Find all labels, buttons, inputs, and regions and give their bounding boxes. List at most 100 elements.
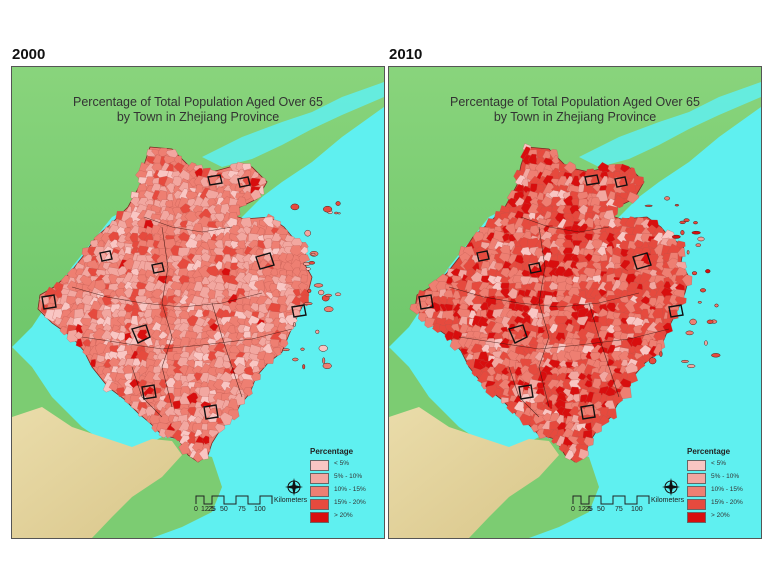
map-canvas [12,67,384,538]
town-polygon [626,371,638,384]
town-polygon [502,233,512,242]
town-polygon [494,262,504,272]
town-polygon [598,230,609,242]
scale-tick-label: 25 [208,506,216,513]
town-polygon [109,239,119,249]
scale-tick-label: 75 [238,506,246,513]
town-polygon [583,436,594,447]
town-polygon [649,288,657,298]
town-polygon [536,183,545,192]
town-polygon [681,274,693,287]
legend-label: 15% - 20% [711,499,743,506]
legend: Percentage < 5% 5% - 10% 10% - 15% 15% - 20… [687,447,757,525]
island [695,243,702,247]
islands [282,201,342,370]
town-polygon [270,268,278,277]
legend-swatch [310,512,329,523]
prefecture-borders [71,216,293,418]
town-polygon [242,225,252,235]
town-polygon [202,309,211,318]
map-title-line-2: by Town in Zhejiang Province [493,110,657,124]
town-polygon [536,401,545,410]
legend-item: 15% - 20% [687,499,757,512]
island [293,322,296,328]
town-polygon [221,289,230,299]
town-polygon [279,339,289,348]
island [686,250,690,255]
town-polygon [299,246,309,255]
town-polygon [300,274,308,283]
town-polygon [599,253,608,262]
island [689,318,697,326]
map-title-line-1: Percentage of Total Population Aged Over… [73,95,323,109]
town-polygon [279,304,287,313]
town-polygon [471,367,482,377]
town-polygon [620,163,630,173]
town-polygon [194,429,203,438]
town-polygon [592,183,601,192]
town-polygon [250,189,262,201]
town-polygon [626,191,640,204]
town-polygon [198,447,209,460]
year-label-2000: 2000 [12,46,46,63]
island [318,344,328,352]
island [307,288,312,293]
town-polygons [409,143,693,463]
map-title-line-2: by Town in Zhejiang Province [116,110,280,124]
mountain-area [389,407,559,538]
legend-title: Percentage [687,447,731,456]
town-polygon [480,241,490,250]
town-polygon [272,346,282,357]
island [683,218,690,223]
town-polygon [564,449,575,461]
yangtze-estuary [202,82,384,167]
legend-item: > 20% [310,512,380,525]
town-polygon [494,373,503,382]
town-polygon [131,385,143,397]
island [648,357,657,365]
island [308,261,316,265]
island [292,357,299,362]
island [671,234,681,239]
town-polygon [598,288,607,297]
legend-item: < 5% [310,460,380,473]
island [679,220,686,225]
island [334,211,339,215]
map-panel-2000[interactable]: Percentage of Total Population Aged Over… [11,66,385,539]
town-polygon [606,408,617,420]
island [714,303,719,308]
legend: Percentage < 5% 5% - 10% 10% - 15% 15% - 20… [310,447,380,525]
scale-tick-label: 0 [571,506,575,513]
town-polygon [250,302,259,312]
island [697,301,702,304]
map-panel-2010[interactable]: Percentage of Total Population Aged Over… [388,66,762,539]
island [323,205,333,213]
scale-bar-graphic [195,495,273,505]
town-polygon [117,266,129,276]
town-polygon [558,443,568,453]
town-polygon [514,282,522,290]
town-polygon [166,182,175,194]
town-polygon [173,289,182,297]
town-polygon [578,448,589,460]
legend-item: 10% - 15% [687,486,757,499]
town-polygon [269,338,280,348]
scale-tick-label: 25 [585,506,593,513]
town-polygon [571,197,580,206]
town-polygon [271,219,281,228]
north-arrow-icon [284,477,304,497]
town-polygon [572,393,580,403]
legend-swatch [310,499,329,510]
town-polygon [172,429,183,442]
town-polygon [619,386,632,400]
town-polygon [257,336,268,347]
map-title: Percentage of Total Population Aged Over… [389,95,761,125]
town-polygon [292,288,301,297]
legend-title: Percentage [310,447,354,456]
island [691,271,698,276]
scale-tick-label: 50 [220,506,228,513]
town-polygon [298,254,311,265]
town-polygon [648,297,658,307]
legend-swatch [687,460,706,471]
legend-label: > 20% [711,512,730,519]
